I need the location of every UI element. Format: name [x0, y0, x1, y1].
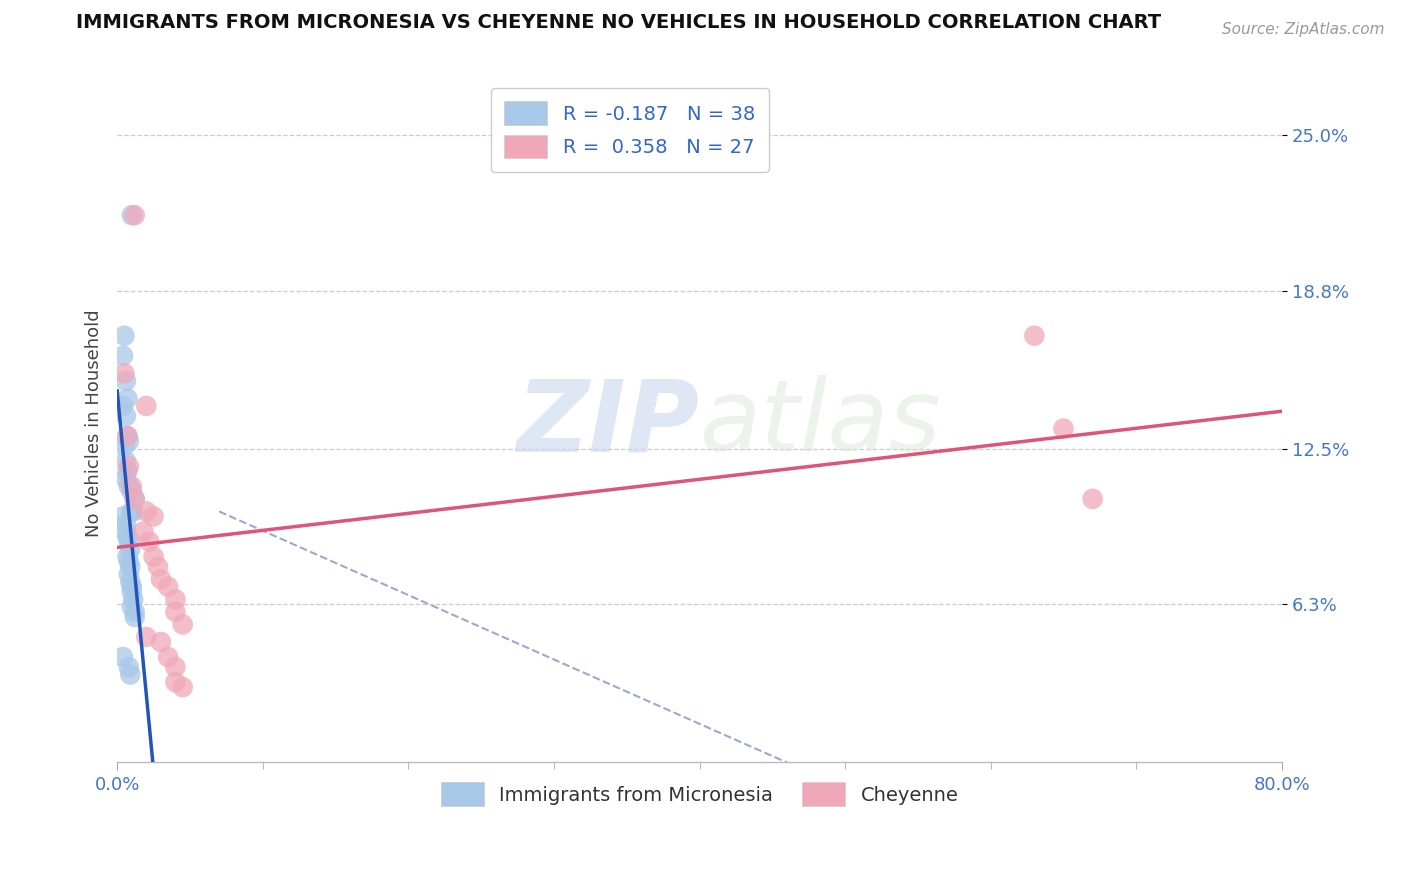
Point — [124, 491, 146, 506]
Point — [157, 650, 180, 665]
Point — [165, 592, 187, 607]
Point — [115, 524, 138, 539]
Point — [132, 524, 155, 539]
Point — [111, 509, 134, 524]
Point — [124, 491, 146, 506]
Point — [118, 660, 141, 674]
Point — [115, 374, 138, 388]
Text: atlas: atlas — [700, 375, 941, 472]
Point — [120, 667, 142, 681]
Point — [165, 605, 187, 619]
Point — [122, 504, 145, 518]
Point — [121, 208, 143, 222]
Point — [142, 509, 165, 524]
Point — [117, 392, 139, 406]
Point — [115, 472, 138, 486]
Point — [115, 516, 138, 531]
Point — [157, 580, 180, 594]
Point — [121, 479, 143, 493]
Point — [117, 429, 139, 443]
Point — [114, 439, 136, 453]
Point — [117, 549, 139, 564]
Point — [149, 635, 172, 649]
Point — [118, 534, 141, 549]
Point — [124, 610, 146, 624]
Point — [138, 534, 160, 549]
Point — [115, 454, 138, 468]
Point — [149, 572, 172, 586]
Point — [120, 559, 142, 574]
Point — [121, 580, 143, 594]
Point — [1052, 421, 1074, 435]
Point — [121, 484, 143, 499]
Text: IMMIGRANTS FROM MICRONESIA VS CHEYENNE NO VEHICLES IN HOUSEHOLD CORRELATION CHAR: IMMIGRANTS FROM MICRONESIA VS CHEYENNE N… — [76, 13, 1161, 32]
Point — [118, 459, 141, 474]
Y-axis label: No Vehicles in Household: No Vehicles in Household — [86, 310, 103, 537]
Point — [135, 504, 157, 518]
Point — [165, 660, 187, 674]
Point — [118, 555, 141, 569]
Point — [111, 399, 134, 413]
Point — [172, 680, 194, 694]
Point — [121, 584, 143, 599]
Legend: Immigrants from Micronesia, Cheyenne: Immigrants from Micronesia, Cheyenne — [433, 774, 966, 814]
Text: Source: ZipAtlas.com: Source: ZipAtlas.com — [1222, 22, 1385, 37]
Point — [1024, 328, 1046, 343]
Point — [172, 617, 194, 632]
Point — [165, 675, 187, 690]
Point — [117, 429, 139, 443]
Point — [121, 599, 143, 614]
Point — [120, 574, 142, 589]
Point — [118, 567, 141, 582]
Point — [117, 529, 139, 543]
Point — [142, 549, 165, 564]
Point — [124, 605, 146, 619]
Point — [1081, 491, 1104, 506]
Point — [124, 208, 146, 222]
Point — [118, 434, 141, 449]
Point — [146, 559, 169, 574]
Point — [120, 542, 142, 557]
Point — [121, 504, 143, 518]
Point — [135, 399, 157, 413]
Text: ZIP: ZIP — [516, 375, 700, 472]
Point — [122, 592, 145, 607]
Point — [135, 630, 157, 644]
Point — [114, 328, 136, 343]
Point — [111, 650, 134, 665]
Point — [114, 367, 136, 381]
Point — [118, 479, 141, 493]
Point — [111, 349, 134, 363]
Point — [117, 464, 139, 478]
Point — [115, 409, 138, 423]
